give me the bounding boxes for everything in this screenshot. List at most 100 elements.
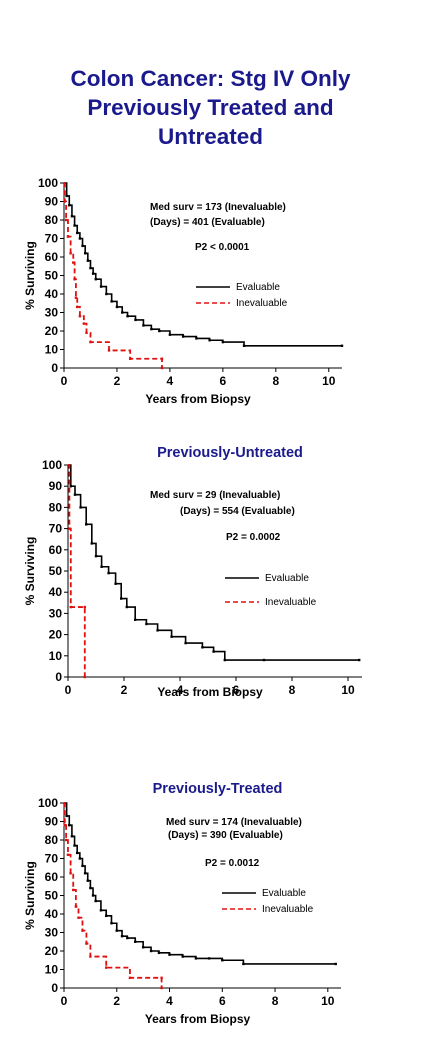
chart-1-y-tick-label: 10 [45, 343, 59, 357]
chart-1-y-tick-label: 60 [45, 250, 59, 264]
chart-1-series-1-point [83, 252, 87, 255]
chart-2-legend-label-1: Evaluable [265, 573, 309, 584]
chart-2-series-1-point [358, 658, 361, 662]
chart-1-y-tick-label: 50 [45, 269, 59, 283]
chart-2-x-tick-label: 6 [233, 683, 240, 697]
chart-1-series-1-point [86, 259, 90, 262]
chart-3-series-2-point [63, 824, 66, 827]
chart-3-series-1-point [221, 959, 224, 962]
chart-1-series-2-point [160, 357, 164, 360]
chart-2-series-1-point [107, 571, 110, 575]
chart-1-x-tick-label: 0 [61, 374, 68, 388]
chart-3-y-tick-label: 10 [45, 963, 59, 977]
chart-3-series-2-point [69, 872, 72, 875]
chart-2-series-2-point [68, 527, 71, 530]
chart-2-series-1-point [145, 622, 148, 626]
chart-2-legend-label-2: Inevaluable [265, 597, 317, 608]
chart-1-series-2-point [89, 340, 92, 344]
chart-1-y-tick-label: 100 [38, 176, 58, 190]
chart-3-x-tick-label: 10 [321, 994, 335, 1008]
chart-3-annotation-2: (Days) = 390 (Evaluable) [168, 830, 283, 841]
chart-1-series-1-point [208, 339, 211, 342]
chart-3-series-1-point [65, 814, 68, 818]
chart-3-series-1-point [81, 864, 84, 868]
chart-1-y-tick-label: 90 [45, 195, 59, 209]
chart-1-series-1-point [81, 244, 84, 248]
chart-2-series-1-point [94, 554, 98, 558]
main-title-line-2: Previously Treated and [87, 95, 334, 120]
chart-1-series-2-point [160, 366, 164, 370]
chart-3-y-tick-label: 20 [45, 944, 59, 958]
chart-1-annotation-1: Med surv = 173 (Inevaluable) [150, 202, 286, 213]
chart-1-series-1-point [340, 344, 344, 347]
chart-3-series-2-point [64, 838, 68, 842]
chart-1-series-1-point [78, 237, 82, 240]
chart-3-x-tick-label: 8 [272, 994, 279, 1008]
chart-1-series-2-point [82, 322, 86, 325]
chart-3-series-1-point [120, 935, 124, 938]
chart-2-annotation-3: P2 = 0.0002 [226, 532, 281, 543]
chart-2-series-1-point [90, 542, 93, 545]
chart-3-series-2-point [74, 905, 78, 908]
main-title-line-1: Colon Cancer: Stg IV Only [70, 66, 351, 91]
chart-2-series-1-point [262, 658, 266, 662]
chart-3-series-1-point [78, 857, 82, 860]
chart-1-series-2-point [64, 218, 68, 222]
chart-2-y-tick-label: 0 [55, 670, 62, 684]
chart-3-series-1-point [86, 879, 89, 882]
chart-1-series-2-point [73, 278, 76, 281]
chart-1-series-1-point [89, 266, 92, 270]
chart-1-series-2-point [72, 261, 75, 264]
chart-3-series-1-point [157, 951, 161, 955]
chart-3-series-1-point [99, 909, 103, 912]
chart-1-series-1-point [105, 292, 108, 296]
chart-1-y-tick-label: 80 [45, 213, 59, 227]
chart-1-series-2-point [107, 349, 111, 352]
chart-2-annotation-2: (Days) = 554 (Evaluable) [180, 506, 295, 517]
chart-1-series-1-point [134, 318, 137, 322]
chart-3-series-1-point [83, 872, 87, 875]
chart-2-series-1-point [201, 646, 204, 649]
chart-1-annotation-2: (Days) = 401 (Evaluable) [150, 217, 265, 228]
chart-2-series-1-point [184, 641, 187, 645]
chart-1-series-1-point [195, 337, 198, 340]
chart-1-x-tick-label: 4 [167, 374, 174, 388]
chart-1-legend-label-1: Evaluable [236, 282, 280, 293]
main-title: Colon Cancer: Stg IV Only Previously Tre… [0, 64, 421, 151]
chart-3-series-2-point [77, 916, 80, 919]
chart-2-x-tick-label: 10 [341, 683, 355, 697]
chart-3-series-1-point [181, 955, 184, 958]
chart-3-series-2-point [160, 976, 163, 980]
chart-3-series-1-point [149, 949, 153, 953]
chart-1-series-1-point [221, 340, 225, 344]
chart-2-y-tick-label: 100 [42, 458, 62, 472]
chart-1-series-1-point [68, 204, 71, 207]
chart-3-series-1-point [242, 962, 245, 966]
chart-3-y-axis-label: % Surviving [23, 861, 37, 930]
chart-1-series-1-point [181, 335, 185, 338]
chart-3-series-2-point [128, 976, 132, 980]
chart-3-series-2-point [89, 955, 92, 958]
chart-1-series-2-line [63, 182, 163, 368]
chart-2-series-1-point [100, 565, 103, 568]
chart-2-series-2-line [68, 464, 86, 677]
chart-2-series-2-point [83, 675, 86, 679]
chart-3-series-1-point [75, 851, 79, 855]
chart-2-y-tick-label: 50 [49, 564, 63, 578]
chart-3-series-2-point [105, 966, 108, 969]
chart-1-y-tick-label: 20 [45, 324, 59, 338]
chart-2-y-tick-label: 80 [49, 500, 63, 514]
chart-1-series-1-point [150, 327, 153, 331]
chart-2-series-1-point [223, 658, 226, 662]
chart-2-x-tick-label: 0 [65, 683, 72, 697]
chart-3-x-tick-label: 2 [113, 994, 120, 1008]
chart-2-series-1-point [79, 506, 82, 509]
chart-2-annotation-1: Med surv = 29 (Inevaluable) [150, 490, 280, 501]
chart-1-series-2-point [74, 296, 78, 299]
chart-3-series-1-point [134, 940, 137, 943]
chart-2-title: Previously-Untreated [157, 445, 303, 461]
chart-3-legend-label-2: Inevaluable [262, 904, 314, 915]
chart-2-y-tick-label: 90 [49, 479, 63, 493]
chart-1-series-2-point [128, 357, 132, 360]
chart-1-annotation-3: P2 < 0.0001 [195, 242, 250, 253]
